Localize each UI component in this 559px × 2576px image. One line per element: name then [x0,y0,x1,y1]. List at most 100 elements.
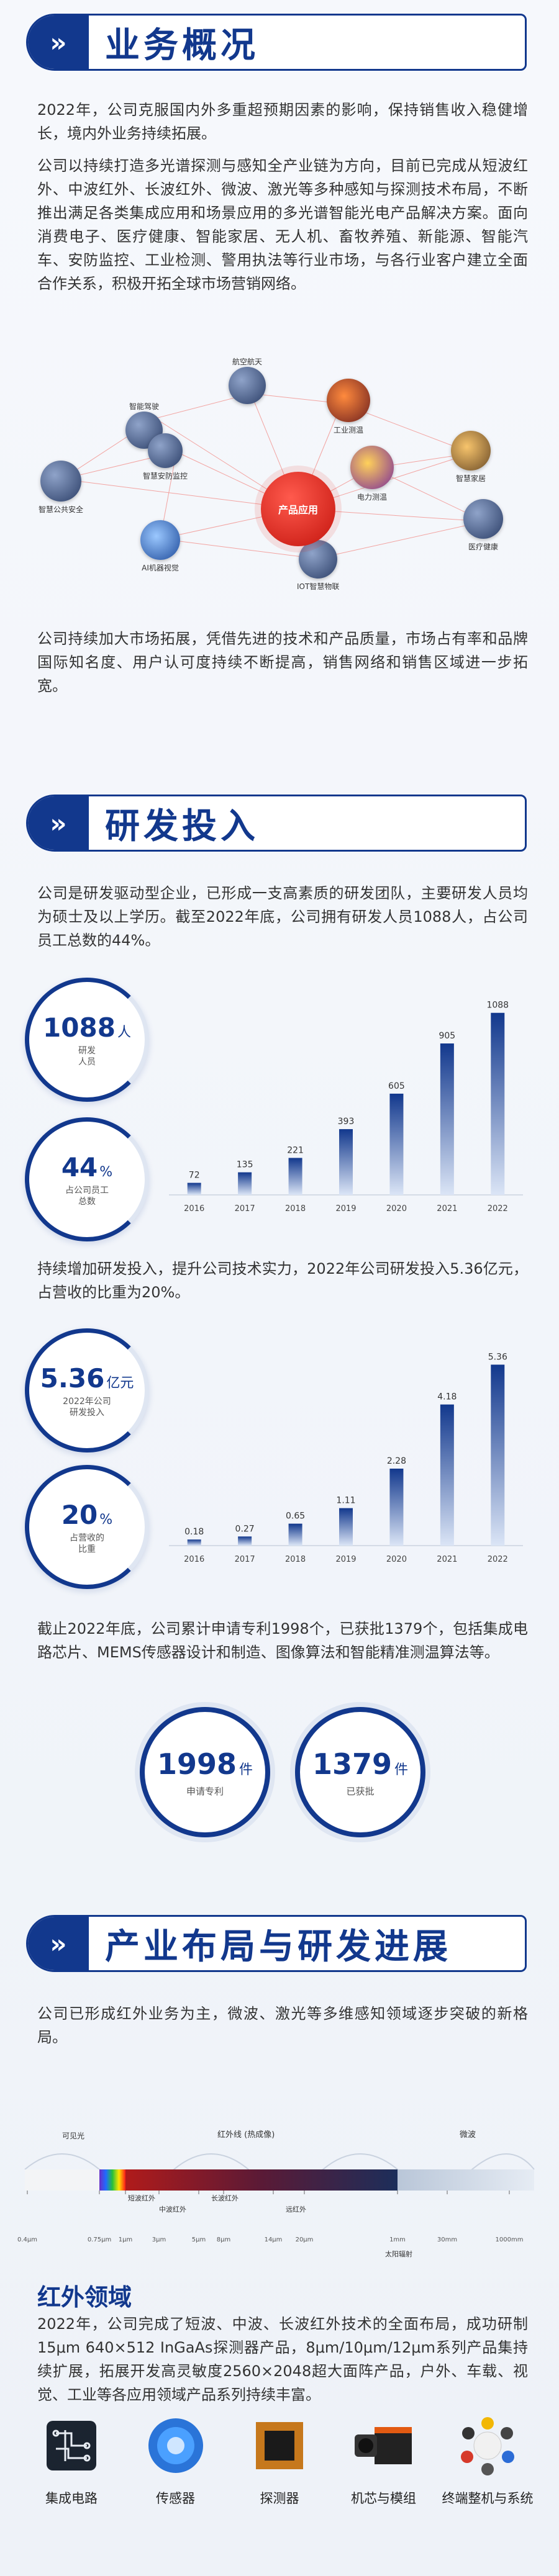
industry-paragraph-1: 公司已形成红外业务为主，微波、激光等多维感知领域逐步突破的新格局。 [37,2005,528,2046]
product-detector: 探测器 [233,2412,326,2529]
section-header-business: » 业务概况 [26,14,527,71]
stat-unit: 件 [394,1762,409,1778]
node-label: 工业测温 [333,426,363,435]
bar [339,1129,353,1195]
ir-section-title: 红外领域 [37,2284,132,2311]
stat-unit: % [99,1511,113,1528]
thermometer-icon [327,379,370,422]
chip-icon [34,2412,109,2480]
tick-label: 2022 [488,1204,508,1214]
stat-rnd-staff: 1088 人 研发 人员 [25,978,149,1102]
node-label: 航空航天 [232,358,262,366]
stat-caption: 研发 人员 [78,1045,96,1067]
business-paragraph-2: 公司以持续打造多光谱探测与感知全产业链为方向，目前已完成从短波红外、中波红外、长… [37,157,528,292]
node-label: 电力测温 [357,493,387,502]
data-label: 393 [338,1117,355,1127]
tick-label: 2022 [488,1555,508,1564]
spectrum-tick-label: 3μm [152,2236,166,2243]
section-title-rnd: 研发投入 [105,806,259,847]
bar [389,1093,404,1195]
business-paragraph-3: 公司持续加大市场拓展，凭借先进的技术和产品质量，市场占有率和品牌国际知名度、用户… [37,630,528,695]
data-label: 0.65 [286,1511,305,1521]
aerospace-icon [229,367,266,404]
ecosystem-node-aerospace: 航空航天 [229,354,266,404]
bar [187,1182,201,1195]
stat-patents-applied: 1998 件 申请专利 [140,1707,270,1837]
tick-label: 2018 [285,1555,306,1564]
stat-number: 1088 [43,1012,116,1043]
spectrum-tick-label: 1000mm [496,2236,524,2243]
product-name: 传感器 [156,2491,195,2506]
spectrum-tick-label: 5μm [192,2236,206,2243]
product-name: 终端整机与系统 [442,2491,534,2506]
ai-eye-icon [140,520,180,560]
spectrum-tick-label: 20μm [296,2236,314,2243]
ecosystem-node-security: 智慧安防监控 [143,433,188,481]
bar [389,1469,404,1546]
stat-unit: 亿元 [106,1375,134,1391]
label-lwir: 长波红外 [211,2194,239,2202]
ecosystem-node-ai-vision: AI机器视觉 [140,520,180,573]
stat-rnd-staff-percent: 44% 占公司员工 总数 [25,1117,149,1241]
product-name: 机芯与模组 [351,2491,416,2506]
product-name: 集成电路 [45,2491,98,2506]
bar [238,1172,252,1195]
band-visible [99,2169,125,2191]
tick-label: 2016 [184,1204,204,1214]
ecosystem-node-smart-home: 智慧家居 [451,431,491,484]
terminal-devices-icon [450,2412,525,2480]
camera-module-icon [347,2412,421,2480]
stat-unit: 件 [239,1762,253,1778]
stat-caption: 申请专利 [186,1785,224,1797]
product-line: 集成电路 传感器 探测器 机芯与模组 终端整机与系统 [25,2412,534,2529]
label-microwave: 微波 [460,2130,476,2140]
node-label: AI机器视觉 [142,564,179,572]
node-label: 智慧家居 [455,474,486,483]
ecosystem-node-medical: 医疗健康 [463,499,503,552]
shield-icon [40,461,81,502]
camera-icon [148,433,183,468]
data-label: 5.36 [488,1352,507,1362]
data-label: 221 [287,1145,304,1155]
sensor-icon [139,2412,213,2480]
data-label: 1088 [486,1001,509,1011]
label-sun: 太阳辐射 [385,2249,412,2258]
rnd-paragraph-1: 公司是研发驱动型企业，已形成一支高素质的研发团队，主要研发人员均为硕士及以上学历… [37,885,528,949]
tick-label: 2020 [386,1555,407,1564]
node-label: 医疗健康 [468,543,498,551]
label-far-ir: 远红外 [286,2205,306,2213]
bar [187,1539,201,1546]
label-infrared: 红外线 (热成像) [217,2130,275,2140]
ecosystem-node-industrial-temp: 工业测温 [327,379,370,435]
data-label: 135 [237,1160,253,1170]
data-label: 1.11 [336,1496,355,1506]
data-label: 0.18 [184,1527,204,1537]
band-uv [25,2169,99,2191]
stat-unit: % [99,1164,113,1180]
medical-icon [463,499,503,539]
power-line-icon [350,446,394,489]
bar [440,1404,454,1546]
label-swir: 短波红外 [128,2194,155,2202]
stat-number: 20 [61,1499,98,1530]
tick-label: 2019 [335,1555,356,1564]
stat-number: 1998 [157,1747,237,1781]
stat-number: 1379 [312,1747,392,1781]
spectrum-tick-label: 8μm [217,2236,230,2243]
bar [491,1012,505,1195]
tick-label: 2019 [335,1204,356,1214]
spectrum-diagram: 可见光 红外线 (热成像) 微波 短波红外 中波红外 长波红外 远红外 0.4μ… [12,2101,547,2263]
section-header-industry: » 产业布局与研发进展 [26,1915,527,1972]
band-microwave [398,2169,534,2191]
data-label: 2.28 [387,1456,406,1466]
chevron-badge-icon: » [28,16,89,69]
product-sensor: 传感器 [129,2412,222,2529]
spectrum-svg: 可见光 红外线 (热成像) 微波 短波红外 中波红外 长波红外 远红外 0.4μ… [17,2130,535,2258]
data-label: 4.18 [437,1392,457,1402]
data-label: 0.27 [235,1524,255,1534]
business-paragraph-1: 2022年，公司克服国内外多重超预期因素的影响，保持销售收入稳健增长，境内外业务… [37,101,528,142]
chevron-badge-icon: » [28,1917,89,1970]
section-title-business: 业务概况 [105,25,259,66]
chevron-badge-icon: » [28,796,89,850]
tick-label: 2021 [437,1555,457,1564]
